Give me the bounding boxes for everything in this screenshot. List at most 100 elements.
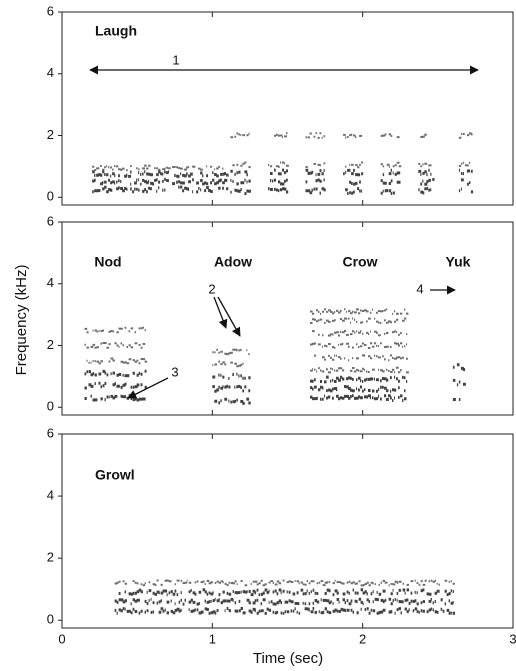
spectral-band [214, 397, 251, 405]
panel-frame [61, 221, 514, 416]
spectral-band [230, 178, 251, 186]
spectral-band [310, 366, 409, 374]
y-tick-label: 0 [47, 399, 54, 414]
spectral-band [230, 132, 250, 139]
spectral-band [460, 178, 471, 186]
spectral-band [305, 132, 326, 139]
spectral-band [458, 132, 473, 139]
spectral-band [458, 168, 473, 176]
spectral-band [310, 385, 406, 393]
spectral-band [212, 372, 251, 380]
spectral-band [84, 342, 146, 349]
spectral-band [458, 161, 471, 167]
y-tick-label: 0 [47, 612, 54, 627]
spectral-band [343, 133, 363, 139]
spectral-band [452, 378, 466, 387]
spectral-band [305, 187, 326, 195]
spectral-band [118, 588, 454, 597]
annotation-arrow [127, 377, 169, 399]
spectral-band [212, 348, 250, 356]
spectral-band [343, 168, 364, 177]
spectral-band [349, 180, 361, 186]
spectral-band [305, 162, 326, 168]
call-label: Laugh [95, 23, 137, 39]
annotation: 4 [416, 281, 423, 296]
y-tick-label: 6 [47, 213, 54, 228]
y-tick-label: 2 [47, 127, 54, 142]
spectral-band [345, 161, 364, 169]
spectral-band [310, 342, 408, 349]
spectral-band [84, 369, 147, 378]
x-tick-label: 0 [58, 631, 65, 646]
spectral-band [310, 394, 407, 402]
spectral-band [232, 161, 251, 169]
spectral-band [380, 189, 395, 195]
spectral-band [380, 161, 402, 168]
y-tick-label: 2 [47, 337, 54, 352]
y-tick-label: 6 [47, 3, 54, 18]
spectral-band [380, 179, 401, 185]
annotation: 3 [171, 364, 178, 379]
spectral-band [305, 178, 325, 184]
spectral-band [458, 187, 474, 194]
y-axis-label: Frequency (kHz) [13, 265, 30, 376]
y-tick-label: 4 [47, 65, 54, 80]
spectral-band [92, 177, 228, 186]
y-tick-label: 0 [47, 189, 54, 204]
spectral-band [212, 360, 244, 368]
spectral-band [268, 187, 289, 194]
spectral-band [230, 169, 248, 177]
spectral-band [92, 185, 229, 194]
panel-frame [61, 11, 514, 206]
spectral-band [86, 357, 148, 365]
spectral-band [418, 187, 432, 195]
spectral-band [314, 354, 408, 362]
spectral-band [114, 607, 455, 615]
y-tick-label: 2 [47, 550, 54, 565]
spectral-band [310, 317, 407, 324]
spectral-band [270, 168, 288, 176]
x-tick-label: 3 [509, 631, 516, 646]
x-axis-label: Time (sec) [253, 650, 323, 667]
spectral-band [270, 178, 288, 186]
spectral-band [274, 132, 288, 139]
call-label: Crow [343, 254, 378, 270]
annotation-arrow [217, 296, 241, 337]
call-label: Growl [95, 467, 135, 483]
spectral-band [305, 168, 325, 177]
call-label: Adow [214, 254, 252, 270]
spectral-band [382, 168, 401, 177]
spectral-band [114, 597, 454, 606]
spectral-band [310, 375, 408, 384]
spectral-band [84, 381, 147, 390]
call-label: Nod [94, 254, 121, 270]
spectral-band [212, 384, 251, 393]
x-tick-label: 1 [209, 631, 216, 646]
spectral-band [345, 187, 363, 195]
spectral-band [114, 579, 455, 587]
x-tick-label: 2 [359, 631, 366, 646]
spectral-band [420, 178, 435, 186]
spectral-band [84, 326, 146, 334]
spectral-band [312, 330, 408, 337]
spectral-band [452, 363, 466, 372]
spectral-band [420, 133, 427, 138]
annotation-arrow [213, 296, 228, 329]
spectral-band [230, 188, 251, 196]
y-tick-label: 6 [47, 425, 54, 440]
spectral-band [92, 164, 224, 172]
spectral-band [92, 170, 229, 179]
y-tick-label: 4 [47, 275, 54, 290]
call-label: Yuk [446, 254, 471, 270]
spectral-band [310, 308, 409, 315]
spectral-band [380, 133, 400, 139]
panel-frame [61, 433, 514, 629]
spectral-band [84, 394, 146, 402]
annotation: 1 [172, 52, 179, 67]
spectral-band [418, 168, 432, 177]
spectral-band [418, 162, 432, 168]
spectral-band [268, 161, 289, 168]
y-tick-label: 4 [47, 488, 54, 503]
annotation: 2 [208, 281, 215, 296]
